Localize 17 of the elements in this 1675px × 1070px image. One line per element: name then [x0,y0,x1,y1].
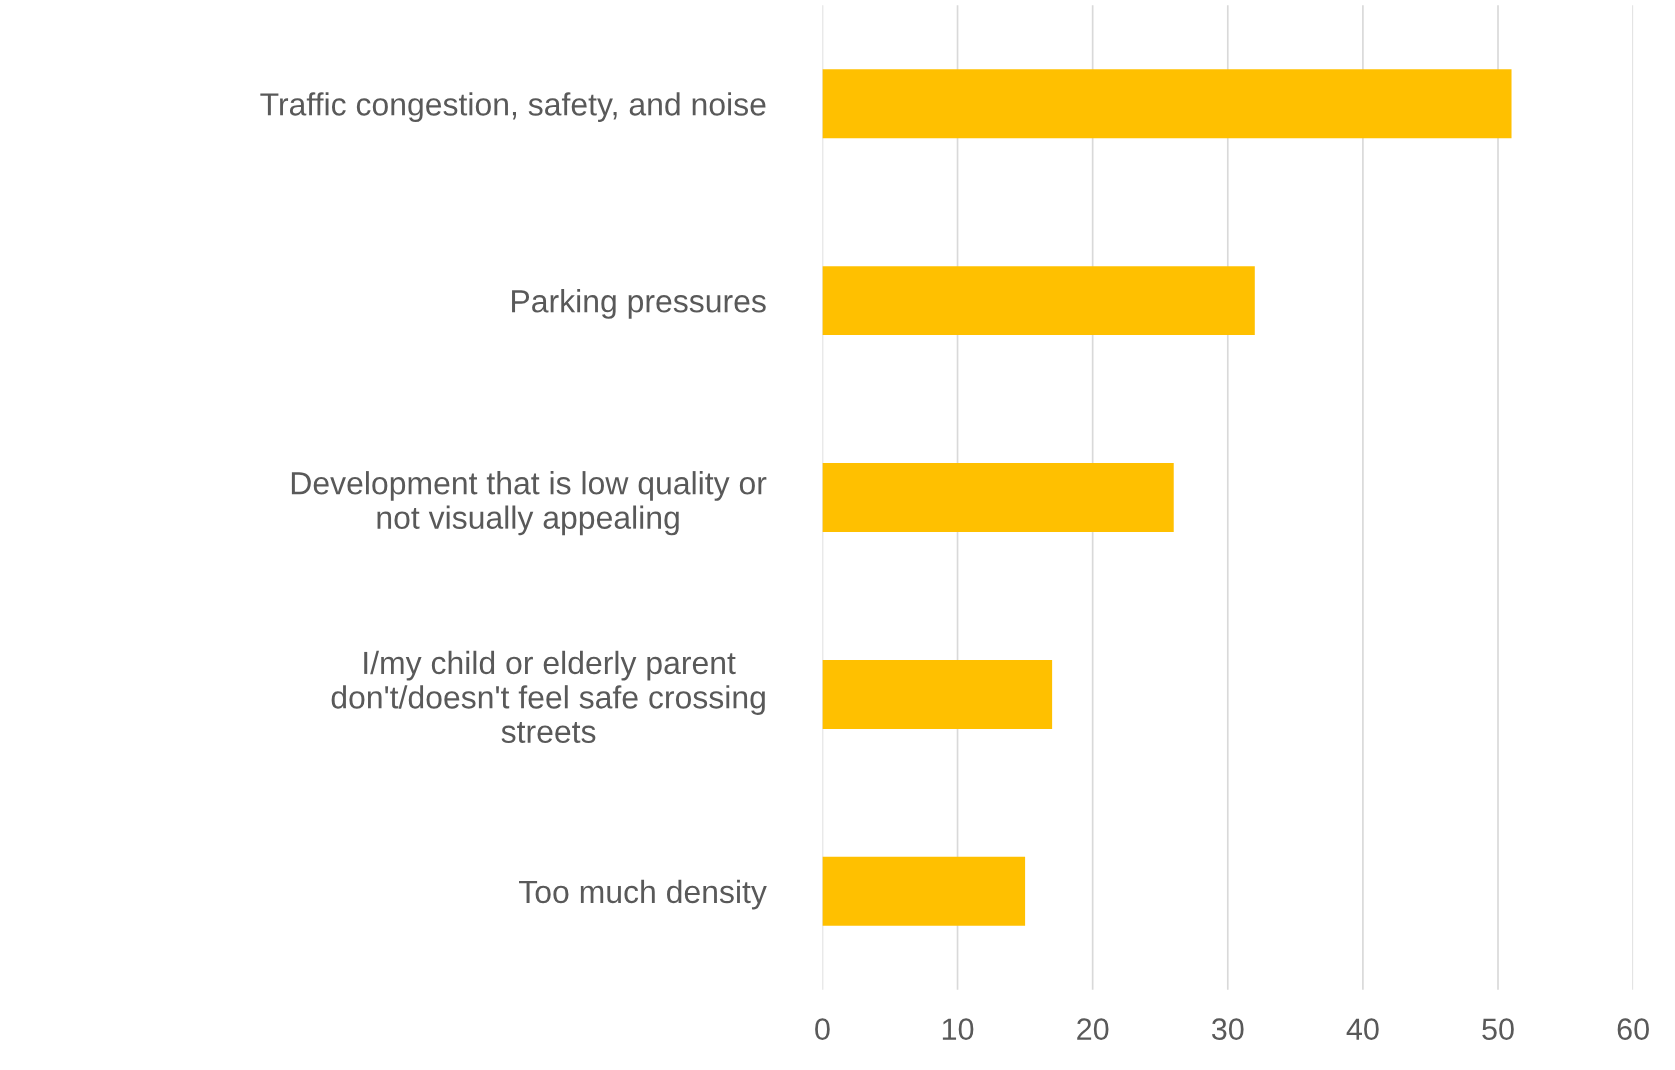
y-tick-label: Too much density [519,879,767,910]
y-tick-label: Traffic congestion, safety, and noise [260,92,766,122]
x-tick-label: 60 [1617,1018,1649,1040]
y-tick-label: I/my child or elderly parent don't/doesn't feel safe crossing streets [331,650,765,744]
bar [822,266,1255,336]
x-tick-label: 50 [1482,1018,1514,1040]
bar [822,463,1174,532]
x-tick-label: 0 [815,1018,830,1040]
y-tick-label: Development that is low quality or not visually appealing [291,471,767,536]
x-tick-label: 20 [1077,1018,1109,1040]
x-tick-label: 40 [1346,1018,1379,1040]
bar [822,856,1026,926]
x-tick-label: 10 [942,1018,974,1040]
bar [822,69,1512,139]
x-tick-label: 30 [1211,1018,1244,1040]
bar [822,659,1053,729]
y-tick-label: Parking pressures [512,289,766,319]
